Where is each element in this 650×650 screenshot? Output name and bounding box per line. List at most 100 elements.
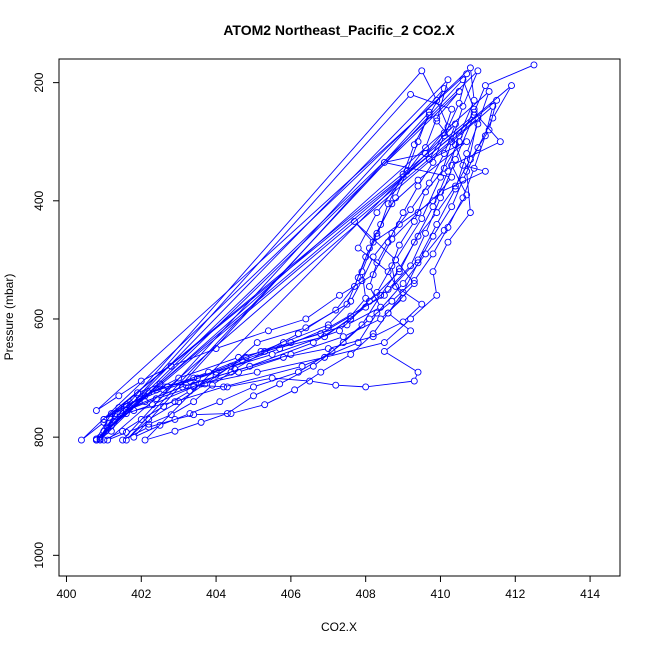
series-line-segment [415,117,429,143]
series-line-segment [330,296,383,327]
series-line-segment [330,303,349,324]
series-line-segment [400,223,414,243]
data-point [422,250,429,258]
data-point [160,402,168,410]
series-line-segment [375,322,401,336]
data-point [422,188,429,196]
data-point [122,410,130,417]
data-point [448,203,456,211]
series-line-segment [419,238,432,261]
data-point [440,85,448,92]
data-point [459,194,467,202]
series-line-segment [326,308,364,336]
series-line-segment [259,328,304,343]
data-point [463,150,471,157]
series-line-segment [143,407,162,419]
data-point [380,348,388,355]
series-line-segment [393,214,417,238]
data-point [339,339,347,347]
series-line-segment [98,75,465,409]
data-point [264,327,272,335]
series-line-segment [232,344,256,365]
series-line-segment [426,120,437,145]
data-point [351,218,358,225]
data-point [489,114,497,122]
series-line-segment [233,354,289,372]
data-point [459,176,467,184]
series-line-segment [323,355,349,372]
series-line-segment [466,174,471,210]
series-line-segment [415,374,418,379]
data-point [429,203,437,211]
series-line-segment [443,172,483,192]
series-line-segment [271,319,304,331]
data-point [332,381,340,389]
data-point [481,82,489,90]
data-point [440,150,448,157]
y-tick-label: 800 [32,427,46,447]
series-line-segment [415,256,432,279]
series-line-segment [327,342,382,358]
data-point [433,209,441,217]
series-line-segment [248,343,281,357]
x-tick-label: 404 [206,587,226,601]
data-point [358,268,366,276]
data-point [451,182,459,190]
data-point [141,436,149,444]
data-point [324,321,332,329]
data-point [369,238,377,246]
data-point [358,321,366,329]
data-point [362,253,370,261]
data-point [362,294,370,302]
data-point [175,374,183,382]
series-line-segment [214,370,233,384]
data-point [444,76,452,84]
series-line-segment [459,76,467,101]
data-point [437,188,444,196]
series-line-segment [181,357,236,378]
series-line-segment [308,296,338,318]
series-line-segment [359,215,376,246]
data-point [414,176,422,184]
series-line-segment [422,73,436,98]
y-tick-label: 600 [32,309,46,329]
series-line-segment [356,223,372,241]
series-line-segment [230,378,270,387]
data-point [481,132,489,140]
series-line-segment [147,431,173,440]
data-point [137,377,145,385]
data-point [167,411,175,419]
series-line-segment [377,206,388,234]
x-axis-label: CO2.X [321,620,357,634]
data-point [156,421,164,429]
data-point [336,291,343,299]
plot-frame [58,58,621,577]
data-point [268,374,276,382]
series-line-segment [166,392,188,406]
x-axis: 400 402 404 406 408 410 412 414 [56,575,600,601]
series-line-segment [474,88,485,110]
data-point [474,114,482,122]
series-line-segment [192,402,218,413]
series-line-segment [338,384,363,388]
data-point [373,229,381,237]
data-point [119,427,127,435]
data-point [175,398,183,406]
data-point [302,324,310,332]
x-tick-label: 410 [430,587,450,601]
series-line-segment [445,105,459,134]
data-point [433,114,441,122]
series-line-segment [173,402,192,414]
data-point [253,368,261,376]
series-line-segment [466,120,478,169]
series-line-segment [437,191,455,222]
data-point [425,179,433,187]
series-line-segment [437,102,448,125]
data-point [448,105,456,113]
data-point [145,420,153,428]
data-point [444,123,452,131]
series-line-segment [237,352,263,369]
data-point [362,303,370,311]
data-point [201,380,209,388]
series-line-segment [404,265,418,290]
